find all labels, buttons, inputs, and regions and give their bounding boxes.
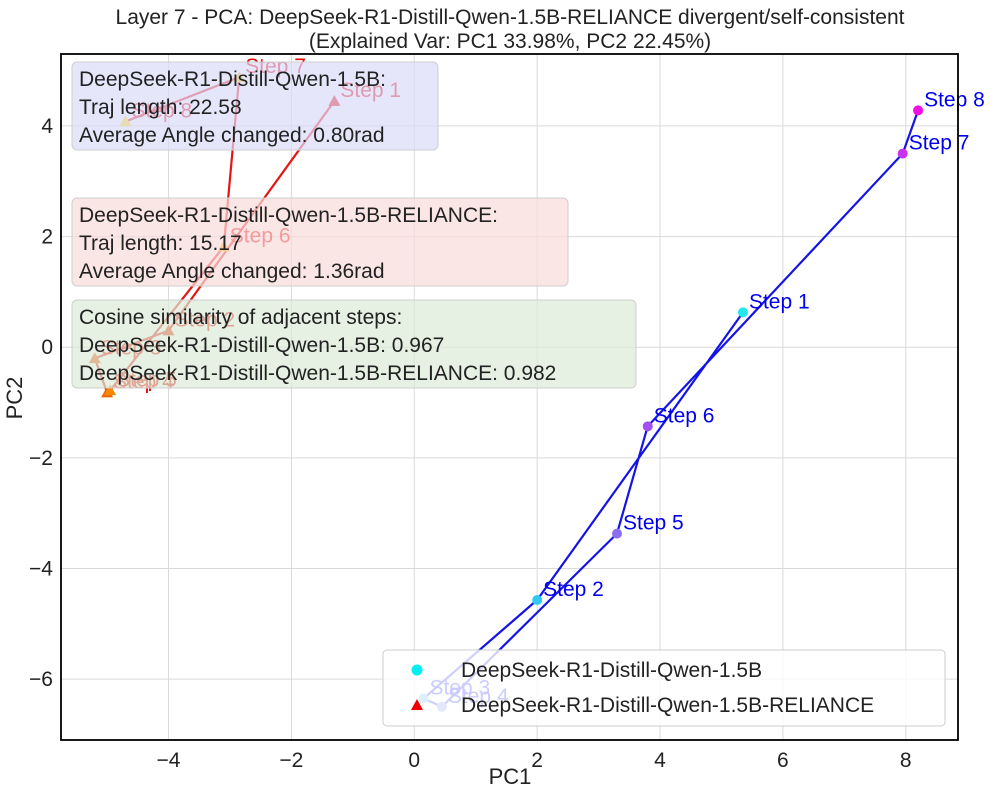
annotation-line: Average Angle changed: 0.80rad xyxy=(79,124,385,147)
y-tick-label: 4 xyxy=(41,115,53,138)
annotation-line: DeepSeek-R1-Distill-Qwen-1.5B: xyxy=(79,68,386,91)
step-label: Step 5 xyxy=(623,512,684,535)
x-tick-label: 0 xyxy=(408,749,420,772)
legend-box xyxy=(382,649,946,727)
axis-ticks: −4 −2 0 2 4 6 8 −6 −4 −2 0 2 4 xyxy=(29,115,912,772)
y-tick-label: 0 xyxy=(41,336,53,359)
step-label: Step 2 xyxy=(543,578,604,601)
legend-marker xyxy=(411,664,423,676)
annotation-line: Traj length: 22.58 xyxy=(79,96,242,119)
y-tick-label: −4 xyxy=(29,558,53,581)
y-tick-label: −2 xyxy=(29,447,53,470)
y-tick-label: −6 xyxy=(29,668,53,691)
x-tick-label: 2 xyxy=(531,749,543,772)
legend-label: DeepSeek-R1-Distill-Qwen-1.5B-RELIANCE xyxy=(461,694,874,717)
annotation-box xyxy=(71,197,569,287)
step-label: Step 6 xyxy=(654,404,715,427)
step-point xyxy=(913,105,924,116)
annotation-line: Cosine similarity of adjacent steps: xyxy=(79,306,402,329)
x-tick-label: 8 xyxy=(900,749,912,772)
legend-label: DeepSeek-R1-Distill-Qwen-1.5B xyxy=(461,659,762,682)
step-label: Step 7 xyxy=(909,132,970,155)
x-tick-label: −2 xyxy=(279,749,303,772)
chart-subtitle: (Explained Var: PC1 33.98%, PC2 22.45%) xyxy=(309,30,711,53)
step-label: Step 8 xyxy=(924,88,985,111)
annotation-line: DeepSeek-R1-Distill-Qwen-1.5B-RELIANCE: xyxy=(79,204,498,227)
plot-frame xyxy=(60,53,959,741)
chart-title: Layer 7 - PCA: DeepSeek-R1-Distill-Qwen-… xyxy=(116,6,905,29)
annotation-line: Average Angle changed: 1.36rad xyxy=(79,260,385,283)
step-label: Step 1 xyxy=(749,290,810,313)
trajectory-line-1 xyxy=(421,110,920,709)
legend: DeepSeek-R1-Distill-Qwen-1.5B DeepSeek-R1… xyxy=(382,649,946,727)
legend-marker xyxy=(411,699,423,710)
step-point xyxy=(642,421,653,432)
x-tick-label: 4 xyxy=(654,749,666,772)
step-point xyxy=(737,307,748,318)
x-tick-label: 6 xyxy=(777,749,789,772)
y-axis-label: PC2 xyxy=(2,377,27,420)
step-point xyxy=(532,595,543,606)
annotation-box xyxy=(71,61,439,151)
grid xyxy=(61,54,958,740)
annotation-line: Traj length: 15.17 xyxy=(79,232,242,255)
step-point xyxy=(612,528,623,539)
step-point xyxy=(897,148,908,159)
y-tick-label: 2 xyxy=(41,226,53,249)
annotation-line: DeepSeek-R1-Distill-Qwen-1.5B: 0.967 xyxy=(79,334,444,357)
x-tick-label: −4 xyxy=(157,749,181,772)
annotation-box xyxy=(71,299,637,389)
x-axis-label: PC1 xyxy=(489,764,532,789)
annotation-layer: DeepSeek-R1-Distill-Qwen-1.5B: Traj lengt… xyxy=(71,61,637,389)
annotation-line: DeepSeek-R1-Distill-Qwen-1.5B-RELIANCE: … xyxy=(79,362,556,385)
step-point xyxy=(104,384,117,396)
